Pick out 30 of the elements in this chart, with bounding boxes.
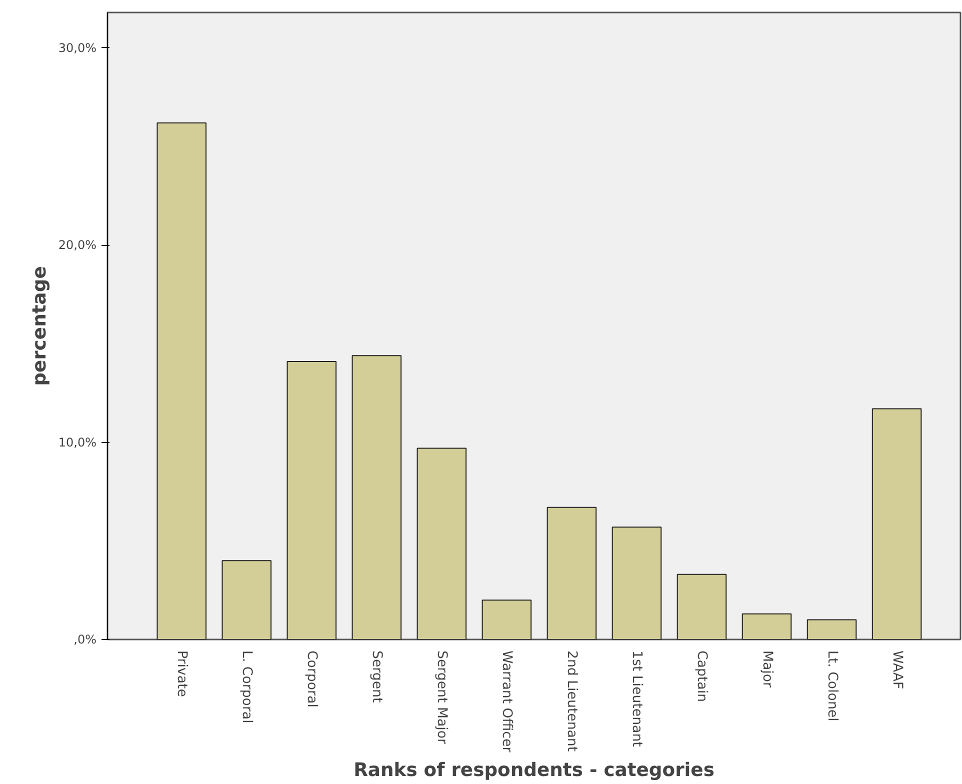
bar — [872, 408, 922, 640]
x-tick-label: Corporal — [304, 650, 320, 708]
bar — [546, 506, 597, 640]
y-tick-label: 10,0% — [58, 435, 97, 450]
x-tick-label: L. Corporal — [239, 650, 254, 724]
bar — [286, 360, 337, 640]
x-tick-label: Sergent — [369, 650, 384, 703]
bar — [156, 122, 206, 640]
x-tick-label: Sergent Major — [434, 650, 450, 744]
x-tick-label: Lt. Colonel — [824, 650, 840, 722]
y-axis-title: percentage — [29, 266, 50, 386]
bar — [742, 613, 792, 640]
bar — [612, 526, 662, 640]
x-axis-title: Ranks of respondents - categories — [354, 760, 714, 782]
bar — [352, 355, 402, 640]
bar — [676, 574, 727, 640]
x-tick-label: Private — [174, 650, 190, 697]
bar — [806, 619, 857, 640]
x-tick-label: Warrant Officer — [499, 650, 514, 753]
x-tick-label: 1st Lieutenant — [629, 650, 644, 747]
bar — [482, 600, 532, 640]
y-tick-label: ,0% — [74, 632, 97, 646]
x-tick-label: Captain — [694, 650, 710, 702]
bar — [416, 448, 467, 640]
bar — [222, 560, 272, 640]
y-tick-label: 30,0% — [58, 40, 97, 55]
x-tick-label: 2nd Lieutenant — [564, 650, 580, 752]
x-tick-label: WAAF — [889, 650, 904, 690]
x-tick-label: Major — [759, 650, 774, 688]
y-tick-label: 20,0% — [58, 238, 97, 252]
